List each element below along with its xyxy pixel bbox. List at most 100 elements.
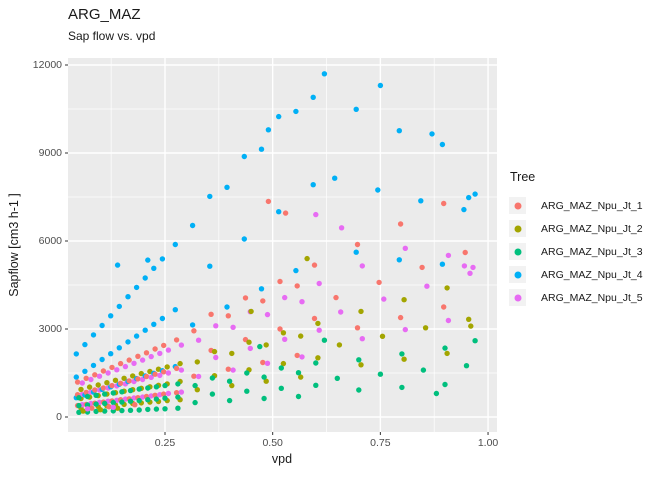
data-point	[311, 315, 318, 322]
legend-key-swatch	[509, 220, 526, 237]
data-point	[178, 342, 185, 348]
data-point	[441, 304, 447, 310]
data-point	[264, 360, 271, 366]
data-point	[195, 337, 202, 343]
data-point	[445, 252, 452, 259]
data-point	[211, 348, 218, 355]
data-point	[338, 309, 344, 315]
data-point	[138, 370, 144, 377]
data-point	[445, 317, 452, 324]
data-point	[162, 382, 168, 389]
data-point	[295, 393, 302, 400]
data-point	[97, 407, 104, 413]
data-point	[359, 263, 365, 269]
data-point	[439, 141, 446, 148]
data-point	[127, 398, 134, 404]
data-point	[470, 264, 476, 271]
data-point	[213, 354, 219, 361]
data-point	[299, 299, 305, 305]
data-point	[76, 409, 82, 415]
data-point	[145, 257, 151, 263]
data-point	[258, 146, 265, 152]
legend-point-icon	[514, 225, 521, 232]
legend-item-label: ARG_MAZ_Npu_Jt_3	[541, 245, 643, 258]
data-point	[242, 295, 249, 301]
data-point	[127, 387, 134, 394]
data-point	[353, 249, 359, 255]
data-point	[401, 297, 407, 303]
y-tick-label: 0	[56, 411, 62, 423]
data-point	[126, 357, 132, 363]
legend-key-swatch	[509, 289, 526, 306]
data-point	[130, 373, 136, 379]
data-point	[92, 372, 98, 378]
data-point	[142, 275, 148, 281]
data-point	[95, 382, 101, 388]
data-point	[114, 405, 121, 411]
data-point	[88, 376, 94, 383]
data-point	[142, 327, 148, 333]
data-point	[399, 384, 405, 391]
data-point	[135, 376, 141, 382]
data-point	[133, 333, 140, 339]
data-point	[226, 378, 233, 384]
legend-item: ARG_MAZ_Npu_Jt_5	[509, 286, 643, 309]
data-point	[338, 225, 345, 231]
data-point	[230, 324, 236, 330]
data-point	[313, 211, 319, 218]
data-point	[261, 395, 267, 402]
data-point	[316, 280, 322, 287]
data-point	[295, 370, 302, 376]
data-point	[127, 407, 134, 413]
data-point	[315, 355, 321, 361]
data-point	[99, 322, 105, 329]
data-point	[165, 347, 172, 353]
data-point	[433, 390, 440, 397]
data-point	[76, 402, 82, 409]
data-point	[110, 390, 117, 396]
data-point	[162, 395, 168, 401]
data-point	[114, 367, 120, 373]
data-point	[114, 262, 121, 268]
data-point	[467, 270, 473, 276]
data-point	[261, 374, 267, 380]
data-point	[159, 256, 166, 262]
data-point	[376, 279, 382, 286]
data-point	[461, 263, 468, 269]
data-point	[278, 385, 284, 391]
data-point	[143, 350, 150, 356]
data-point	[442, 381, 448, 388]
data-point	[401, 356, 407, 362]
data-point	[191, 373, 197, 379]
data-point	[441, 200, 447, 207]
data-point	[247, 345, 253, 352]
data-point	[209, 375, 216, 381]
data-point	[102, 391, 108, 397]
data-point	[282, 294, 288, 301]
data-point	[119, 399, 125, 405]
data-point	[145, 385, 151, 391]
data-point	[86, 384, 93, 390]
data-point	[229, 350, 235, 357]
data-point	[173, 365, 180, 371]
data-point	[207, 193, 213, 200]
data-point	[105, 370, 111, 376]
data-point	[225, 366, 231, 372]
data-point	[119, 407, 125, 414]
data-point	[157, 350, 163, 357]
data-point	[248, 308, 254, 315]
data-point	[377, 371, 384, 377]
plot-subtitle: Sap flow vs. vpd	[68, 29, 156, 43]
data-point	[192, 399, 198, 406]
data-point	[230, 367, 236, 373]
data-point	[189, 222, 196, 229]
data-point	[358, 308, 364, 315]
data-point	[424, 283, 430, 289]
legend: Tree ARG_MAZ_Npu_Jt_1 ARG_MAZ_Npu_Jt_2 ARG…	[509, 170, 643, 309]
data-point	[472, 338, 478, 344]
data-point	[133, 284, 140, 291]
data-point	[354, 325, 361, 331]
data-point	[226, 397, 233, 404]
